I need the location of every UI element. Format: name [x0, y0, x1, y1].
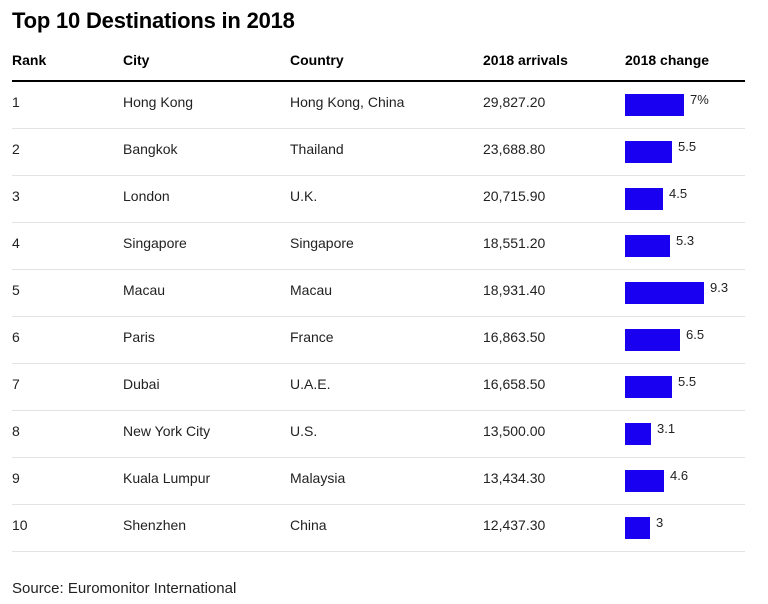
arrivals-cell: 12,437.30	[483, 517, 546, 533]
table-row: 7 Dubai U.A.E. 16,658.50 5.5	[12, 364, 745, 411]
arrivals-cell: 18,931.40	[483, 282, 546, 298]
change-label: 4.6	[670, 468, 689, 483]
arrivals-cell: 29,827.20	[483, 94, 546, 110]
arrivals-cell: 13,500.00	[483, 423, 546, 439]
change-bar	[625, 188, 663, 210]
change-label: 4.5	[669, 186, 688, 201]
rank-cell: 10	[12, 517, 28, 533]
rank-cell: 3	[12, 188, 20, 204]
rank-cell: 9	[12, 470, 20, 486]
change-bar	[625, 517, 650, 539]
city-cell: Paris	[123, 329, 155, 345]
change-bar	[625, 329, 680, 351]
city-cell: London	[123, 188, 170, 204]
table-header: Rank City Country 2018 arrivals 2018 cha…	[12, 50, 745, 82]
change-label: 5.5	[678, 139, 697, 154]
country-cell: China	[290, 517, 327, 533]
change-label: 6.5	[686, 327, 705, 342]
header-country: Country	[290, 52, 344, 68]
change-label: 7%	[690, 92, 709, 107]
change-bar	[625, 141, 672, 163]
city-cell: Bangkok	[123, 141, 178, 157]
table-row: 6 Paris France 16,863.50 6.5	[12, 317, 745, 364]
source-note: Source: Euromonitor International	[12, 580, 237, 597]
change-label: 9.3	[710, 280, 729, 295]
chart-title: Top 10 Destinations in 2018	[12, 8, 295, 33]
country-cell: U.S.	[290, 423, 318, 439]
arrivals-cell: 20,715.90	[483, 188, 546, 204]
table-row: 10 Shenzhen China 12,437.30 3	[12, 505, 745, 552]
table-body: 1 Hong Kong Hong Kong, China 29,827.20 7% 2 Ba…	[12, 82, 745, 552]
city-cell: Macau	[123, 282, 166, 298]
change-bar	[625, 94, 684, 116]
rank-cell: 1	[12, 94, 20, 110]
table-row: 2 Bangkok Thailand 23,688.80 5.5	[12, 129, 745, 176]
header-city: City	[123, 52, 150, 68]
change-label: 5.3	[676, 233, 695, 248]
city-cell: Singapore	[123, 235, 187, 251]
table-row: 5 Macau Macau 18,931.40 9.3	[12, 270, 745, 317]
country-cell: U.A.E.	[290, 376, 331, 392]
country-cell: Thailand	[290, 141, 344, 157]
table-row: 4 Singapore Singapore 18,551.20 5.3	[12, 223, 745, 270]
table-row: 9 Kuala Lumpur Malaysia 13,434.30 4.6	[12, 458, 745, 505]
country-cell: France	[290, 329, 334, 345]
change-bar	[625, 376, 672, 398]
arrivals-cell: 23,688.80	[483, 141, 546, 157]
arrivals-cell: 18,551.20	[483, 235, 546, 251]
header-rank: Rank	[12, 52, 47, 68]
city-cell: New York City	[123, 423, 211, 439]
table-row: 3 London U.K. 20,715.90 4.5	[12, 176, 745, 223]
country-cell: Hong Kong, China	[290, 94, 405, 110]
change-label: 3.1	[657, 421, 676, 436]
rank-cell: 7	[12, 376, 20, 392]
change-label: 5.5	[678, 374, 697, 389]
rank-cell: 6	[12, 329, 20, 345]
arrivals-cell: 13,434.30	[483, 470, 546, 486]
arrivals-cell: 16,658.50	[483, 376, 546, 392]
city-cell: Hong Kong	[123, 94, 194, 110]
country-cell: Singapore	[290, 235, 354, 251]
change-bar	[625, 235, 670, 257]
rank-cell: 4	[12, 235, 20, 251]
arrivals-cell: 16,863.50	[483, 329, 546, 345]
city-cell: Dubai	[123, 376, 160, 392]
table-row: 1 Hong Kong Hong Kong, China 29,827.20 7%	[12, 82, 745, 129]
country-cell: Macau	[290, 282, 333, 298]
rank-cell: 8	[12, 423, 20, 439]
change-bar	[625, 470, 664, 492]
change-bar	[625, 282, 704, 304]
country-cell: U.K.	[290, 188, 318, 204]
country-cell: Malaysia	[290, 470, 346, 486]
city-cell: Shenzhen	[123, 517, 187, 533]
change-bar	[625, 423, 651, 445]
header-change: 2018 change	[625, 52, 710, 68]
header-arrivals: 2018 arrivals	[483, 52, 568, 68]
city-cell: Kuala Lumpur	[123, 470, 211, 486]
change-label: 3	[656, 515, 664, 530]
rank-cell: 5	[12, 282, 20, 298]
table-row: 8 New York City U.S. 13,500.00 3.1	[12, 411, 745, 458]
rank-cell: 2	[12, 141, 20, 157]
